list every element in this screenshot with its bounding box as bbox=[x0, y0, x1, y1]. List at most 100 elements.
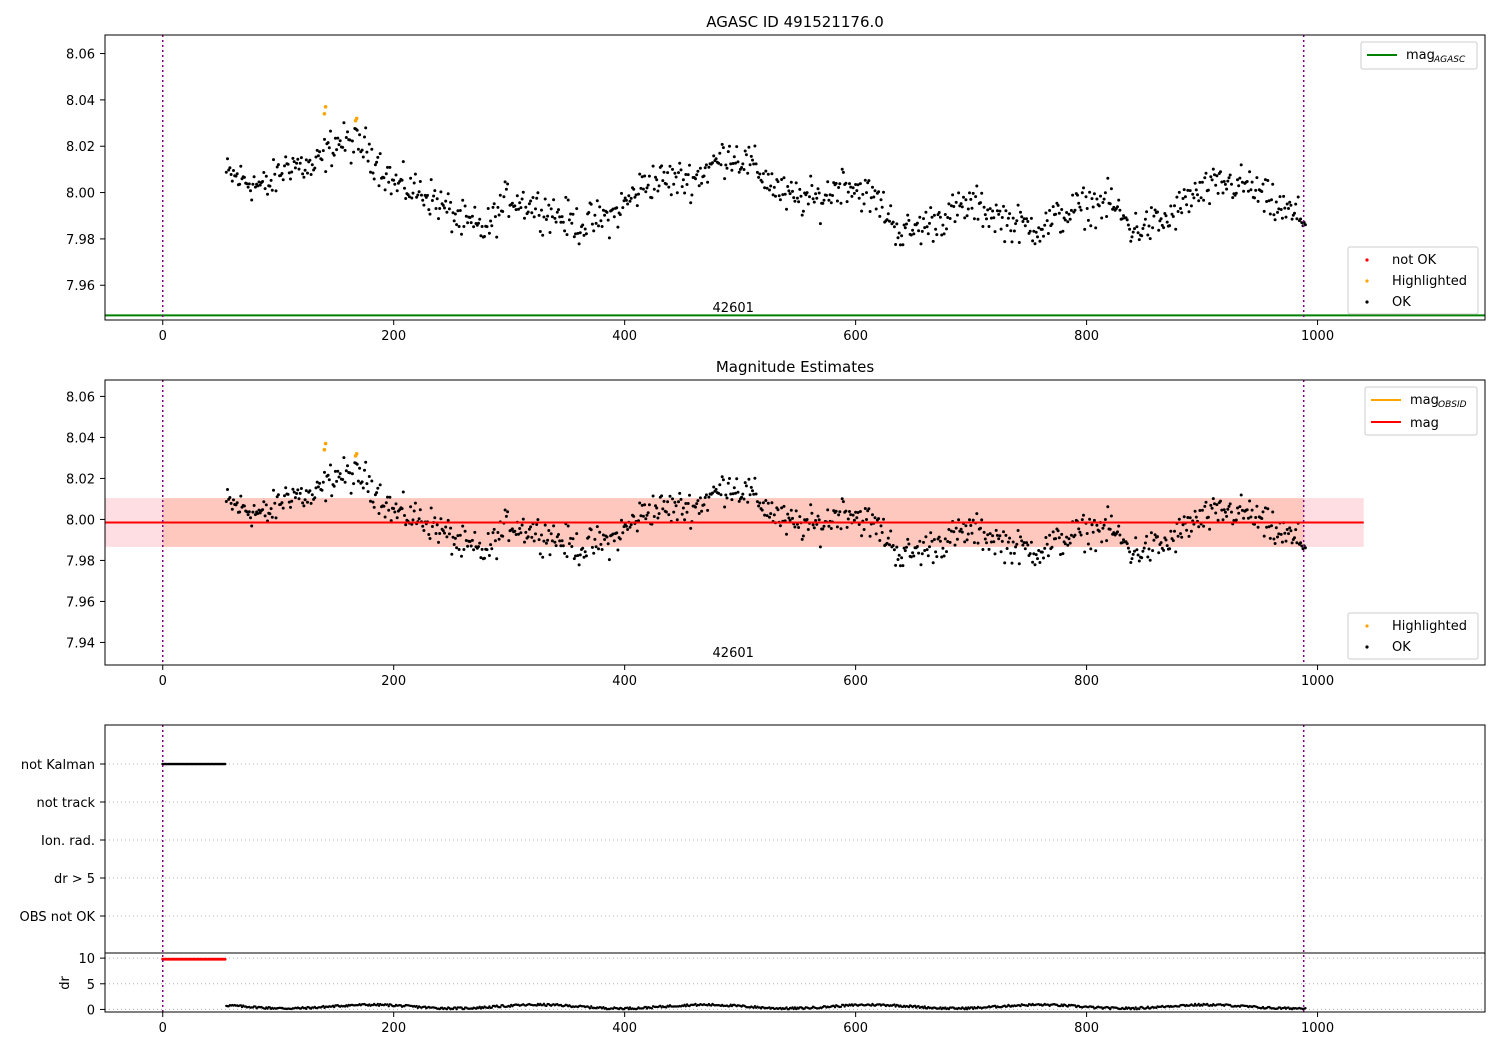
ok-point bbox=[993, 230, 997, 234]
ok-point bbox=[1290, 217, 1294, 221]
ok-point bbox=[543, 197, 547, 201]
ok-point bbox=[527, 202, 531, 206]
ok-point bbox=[963, 216, 967, 220]
ok-point bbox=[548, 231, 552, 234]
ok-point bbox=[931, 239, 935, 243]
ok-point bbox=[1131, 230, 1135, 234]
ok-point bbox=[251, 510, 255, 514]
ok-point bbox=[628, 525, 632, 529]
ok-point bbox=[928, 545, 931, 549]
ok-point bbox=[1261, 182, 1265, 186]
ok-point bbox=[1193, 509, 1197, 513]
ok-point bbox=[668, 494, 672, 498]
ok-point bbox=[472, 225, 476, 229]
ok-point bbox=[567, 218, 571, 222]
ok-point bbox=[550, 539, 554, 543]
x-tick-label: 600 bbox=[843, 674, 868, 689]
ok-point bbox=[646, 183, 650, 187]
ok-point bbox=[1215, 503, 1219, 507]
ok-point bbox=[603, 213, 607, 217]
ok-point bbox=[1162, 548, 1166, 552]
ok-point bbox=[905, 545, 908, 549]
ok-point bbox=[1157, 551, 1161, 555]
ok-point bbox=[310, 493, 314, 497]
ok-point bbox=[997, 537, 1001, 541]
ok-point bbox=[1186, 188, 1190, 192]
ok-point bbox=[544, 218, 548, 221]
ok-point bbox=[1267, 199, 1271, 203]
ok-point bbox=[427, 208, 431, 212]
ok-point bbox=[1078, 205, 1082, 209]
ok-point bbox=[821, 527, 825, 531]
ok-point bbox=[940, 555, 944, 559]
ok-point bbox=[1208, 527, 1212, 531]
ok-point bbox=[1010, 561, 1014, 565]
ok-point bbox=[401, 160, 405, 164]
ok-point bbox=[1094, 226, 1098, 230]
ok-point bbox=[234, 174, 238, 178]
ok-point bbox=[1016, 529, 1020, 532]
ok-point bbox=[1130, 235, 1134, 239]
dr-point bbox=[322, 1004, 325, 1008]
ok-point bbox=[1203, 504, 1207, 508]
ok-point bbox=[496, 531, 500, 534]
ok-point bbox=[732, 486, 736, 490]
ok-point bbox=[239, 164, 243, 168]
ok-point bbox=[822, 198, 826, 202]
ok-point bbox=[375, 160, 379, 164]
dr-point bbox=[455, 1008, 458, 1011]
ok-point bbox=[852, 191, 856, 195]
ok-point bbox=[486, 207, 490, 210]
ok-point bbox=[298, 161, 302, 165]
ok-point bbox=[926, 554, 930, 558]
ok-point bbox=[559, 220, 563, 224]
ok-point bbox=[805, 518, 809, 521]
ok-point bbox=[224, 500, 228, 503]
ok-point bbox=[860, 534, 864, 538]
dr-point bbox=[644, 1005, 647, 1009]
ok-point bbox=[769, 512, 773, 516]
ok-point bbox=[549, 207, 553, 211]
ok-point bbox=[1215, 174, 1219, 178]
ok-point bbox=[878, 214, 882, 218]
ok-point bbox=[650, 196, 654, 200]
ok-point bbox=[1057, 211, 1061, 215]
ok-point bbox=[684, 173, 688, 176]
ok-point bbox=[472, 548, 476, 552]
ok-point bbox=[1134, 211, 1138, 215]
ok-point bbox=[308, 489, 312, 493]
ok-point bbox=[766, 172, 770, 176]
ok-point bbox=[498, 193, 502, 197]
ok-point bbox=[925, 548, 929, 552]
ok-point bbox=[1122, 214, 1125, 218]
ok-point bbox=[1089, 224, 1093, 228]
ok-point bbox=[917, 551, 921, 555]
ok-point bbox=[538, 230, 542, 233]
ok-point bbox=[369, 499, 372, 503]
ok-point bbox=[577, 242, 581, 246]
ok-point bbox=[786, 512, 790, 516]
ok-point bbox=[389, 519, 393, 523]
ok-point bbox=[536, 191, 540, 195]
ok-point bbox=[1223, 510, 1227, 514]
ok-point bbox=[952, 530, 956, 534]
ok-point bbox=[703, 496, 707, 499]
ok-point bbox=[272, 488, 275, 492]
ok-point bbox=[764, 499, 768, 502]
ok-point bbox=[1240, 508, 1244, 512]
dr-point bbox=[415, 1004, 418, 1008]
ok-point bbox=[537, 538, 541, 542]
ok-point bbox=[306, 500, 309, 504]
dr-point bbox=[1019, 1004, 1022, 1008]
ok-point bbox=[418, 180, 422, 183]
ok-point bbox=[901, 243, 905, 247]
ok-point bbox=[1160, 223, 1164, 227]
ok-point bbox=[587, 535, 591, 539]
ok-point bbox=[360, 480, 364, 484]
ok-point bbox=[972, 217, 976, 221]
ok-point bbox=[543, 523, 547, 527]
ok-point bbox=[264, 503, 268, 507]
ok-point bbox=[888, 543, 891, 547]
ok-point bbox=[1040, 227, 1044, 231]
ok-point bbox=[891, 220, 895, 224]
